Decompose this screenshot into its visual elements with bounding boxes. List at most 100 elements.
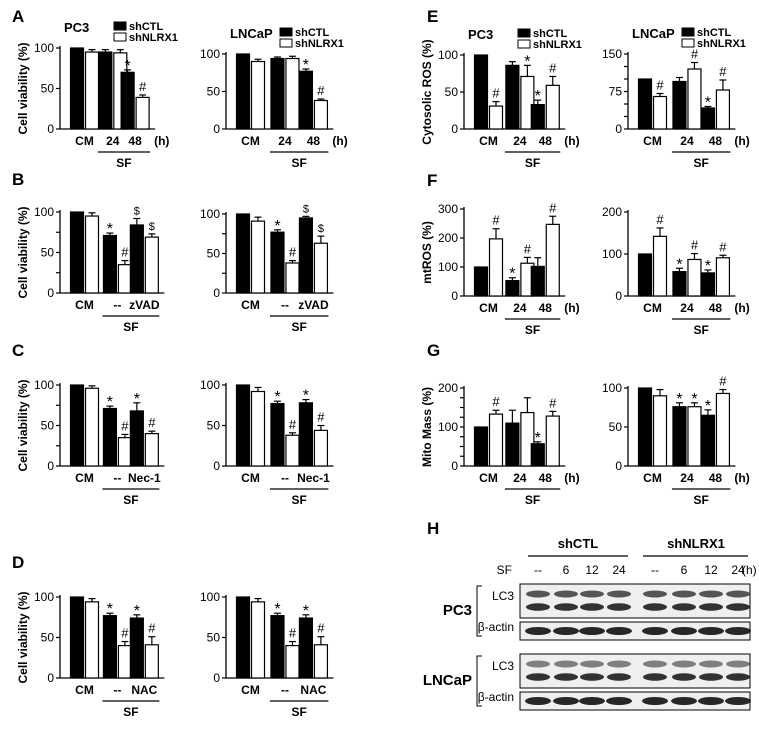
bar-shCTL [672, 271, 687, 297]
blot-lane-label: -- [651, 563, 659, 577]
bar-shCTL [235, 53, 251, 130]
blot-band [607, 673, 631, 681]
chart-C-PC3: 0 50 100 Cell viability (%) CM * # -- * # Nec-1 SF [16, 378, 165, 507]
x-tick-label: -- [113, 471, 121, 485]
x-tick-label: CM [241, 471, 260, 485]
bar-shNLRX1 [250, 60, 266, 130]
legend-swatch-1 [681, 38, 695, 48]
blot-band [580, 673, 604, 681]
bar-shCTL [298, 402, 314, 467]
blot-band [726, 673, 750, 681]
y-tick-label: 50 [41, 631, 55, 645]
significance-mark: * [691, 391, 697, 408]
y-tick-label: 0 [47, 671, 54, 685]
blot-unit-label: (h) [742, 563, 757, 577]
y-tick-label: 100 [200, 207, 220, 221]
y-tick-label: 0 [615, 459, 622, 473]
bar-shCTL [102, 234, 118, 294]
blot-strip-lc3 [519, 653, 751, 689]
x-tick-label: 48 [128, 134, 142, 148]
blot-band [672, 590, 696, 598]
significance-mark: # [289, 417, 297, 432]
bar-shNLRX1 [84, 601, 100, 679]
y-tick-label: 0 [47, 122, 54, 136]
x-tick-label: CM [75, 683, 94, 697]
bar-shNLRX1 [313, 99, 329, 130]
legend-swatch-1 [113, 32, 127, 42]
group-label: SF [694, 493, 709, 507]
legend-swatch-0 [517, 28, 531, 38]
y-tick-label: 0 [451, 459, 458, 473]
blot-band [672, 603, 696, 611]
legend-label-1: shNLRX1 [129, 32, 178, 44]
bar-shNLRX1 [285, 262, 300, 294]
x-tick-label: CM [241, 683, 260, 697]
legend-label-0: shCTL [129, 21, 164, 33]
significance-mark: * [535, 430, 541, 447]
bar-shCTL [473, 426, 489, 467]
blot-band [554, 603, 578, 611]
significance-mark: * [134, 603, 140, 620]
x-tick-label: NAC [300, 683, 326, 697]
x-unit-label: (h) [734, 471, 749, 485]
bar-shCTL [235, 596, 251, 679]
panel-letter-D: D [12, 553, 24, 572]
bar-shCTL [98, 51, 113, 130]
significance-mark: * [705, 95, 711, 112]
bar-shNLRX1 [84, 215, 100, 294]
chart-F-PC3: 0 100 200 300 mtROS (%) # CM * #24 #48 SF (h) [420, 200, 580, 337]
significance-mark: * [303, 57, 309, 74]
bar-shNLRX1 [144, 236, 159, 294]
significance-mark: # [492, 394, 500, 409]
blot-band [525, 697, 551, 705]
bar-shNLRX1 [313, 644, 329, 679]
bar-shCTL [69, 384, 85, 467]
bar-shNLRX1 [687, 68, 702, 130]
x-tick-label: CM [75, 298, 94, 312]
blot-band [606, 627, 632, 635]
significance-mark: # [148, 621, 156, 636]
x-tick-label: 24 [278, 134, 292, 148]
y-tick-label: 150 [602, 47, 622, 61]
bar-shNLRX1 [545, 84, 560, 130]
y-tick-label: 200 [602, 205, 622, 219]
significance-mark: # [139, 79, 147, 94]
x-unit-label: (h) [734, 134, 749, 148]
blot-band [726, 660, 750, 668]
blot-row-label: β-actin [478, 690, 514, 704]
bar-shCTL [69, 211, 85, 294]
bar-shNLRX1 [652, 235, 668, 297]
chart-G-PC3: 0 100 200 Mito Mass (%) # CM 24 * #48 SF (h) [420, 381, 580, 507]
bar-shCTL [530, 443, 545, 467]
bar-shCTL [102, 615, 118, 679]
y-tick-label: 100 [34, 205, 54, 219]
significance-mark: # [656, 78, 664, 93]
y-tick-label: 100 [438, 260, 458, 274]
bar-shNLRX1 [250, 220, 266, 294]
group-label: SF [123, 705, 138, 719]
x-tick-label: zVAD [129, 298, 160, 312]
y-tick-label: 100 [438, 48, 458, 62]
group-label: SF [694, 323, 709, 337]
y-tick-label: 100 [200, 378, 220, 392]
y-tick-label: 0 [615, 122, 622, 136]
bar-shCTL [672, 406, 687, 467]
blot-band [643, 673, 667, 681]
chart-title: PC3 [64, 20, 89, 35]
y-axis-label: mtROS (%) [420, 221, 434, 284]
x-tick-label: 24 [513, 134, 527, 148]
significance-mark: # [121, 245, 129, 260]
y-tick-label: 100 [200, 47, 220, 61]
y-axis-label: Cell viability (%) [16, 42, 30, 134]
x-unit-label: (h) [564, 134, 579, 148]
legend-swatch-1 [517, 39, 531, 49]
significance-mark: * [124, 58, 130, 75]
y-tick-label: 0 [451, 122, 458, 136]
group-label: SF [123, 320, 138, 334]
x-tick-label: -- [113, 683, 121, 697]
blot-row-label: LC3 [492, 589, 514, 603]
blot-band [643, 603, 667, 611]
blot-band [607, 590, 631, 598]
